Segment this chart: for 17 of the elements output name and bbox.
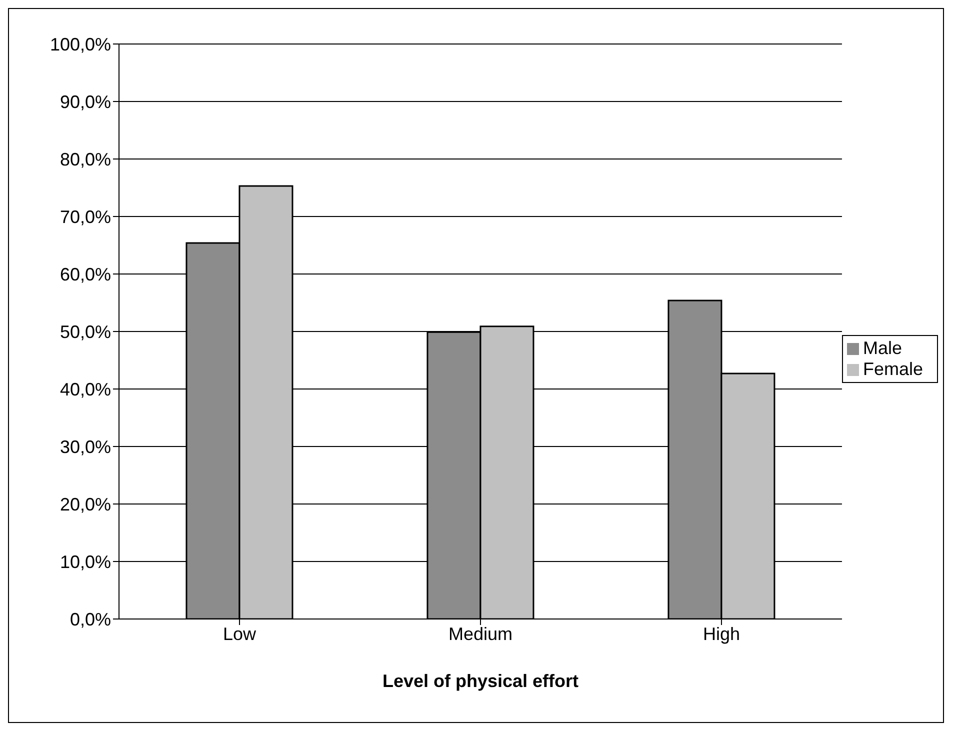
x-tick-label: Medium: [448, 624, 512, 644]
y-tick-label: 20,0%: [60, 494, 111, 514]
legend-label: Male: [862, 338, 902, 358]
y-tick-label: 10,0%: [60, 552, 111, 572]
y-tick-label: 70,0%: [60, 206, 111, 227]
y-tick-label: 100,0%: [50, 34, 111, 54]
y-tick-label: 30,0%: [60, 436, 111, 457]
y-tick-label: 0,0%: [70, 609, 111, 630]
x-tick-label: Low: [222, 624, 257, 644]
y-tick-label: 80,0%: [60, 149, 111, 170]
legend-label: Female: [862, 359, 923, 379]
y-tick-label: 90,0%: [60, 92, 111, 112]
y-tick-label: 50,0%: [60, 322, 111, 342]
y-tick-label: 60,0%: [60, 264, 111, 284]
x-tick-label: High: [702, 624, 740, 644]
y-tick-label: 40,0%: [60, 379, 111, 400]
x-axis-title: Level of physical effort: [382, 671, 579, 691]
